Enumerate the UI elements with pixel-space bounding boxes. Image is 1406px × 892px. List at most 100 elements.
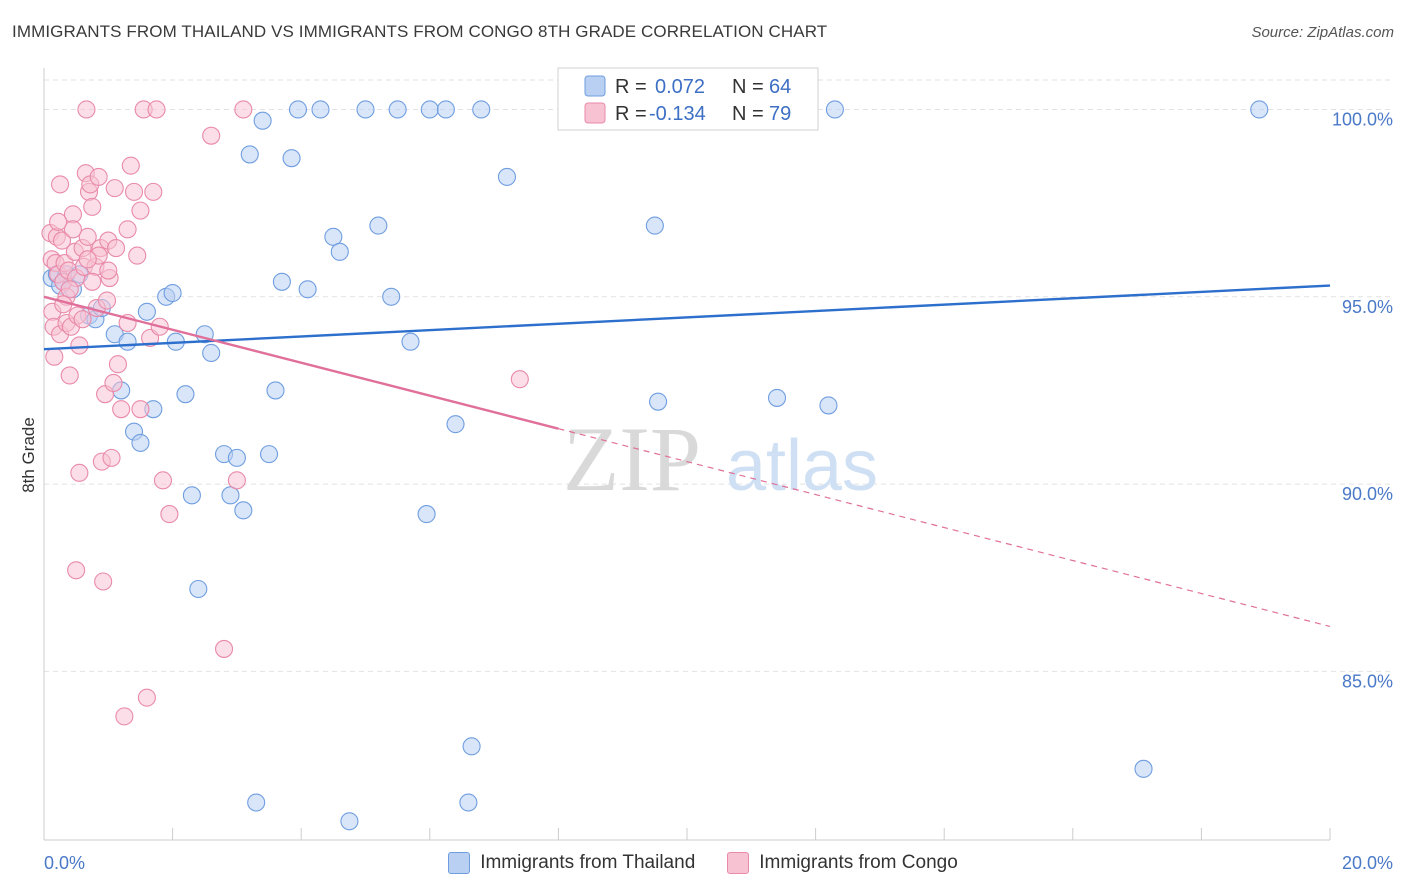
point-thailand: [645, 216, 664, 235]
point-thailand: [825, 100, 844, 119]
point-thailand: [459, 793, 478, 812]
point-thailand: [1134, 759, 1153, 778]
source-label: Source: ZipAtlas.com: [1251, 24, 1394, 41]
point-thailand: [272, 272, 291, 291]
point-congo: [118, 220, 137, 239]
point-congo: [78, 250, 97, 269]
legend-n-label-congo: N =: [732, 103, 764, 125]
congo-label: Immigrants from Congo: [759, 852, 958, 873]
point-congo: [115, 707, 134, 726]
point-thailand: [282, 149, 301, 168]
point-congo: [131, 201, 150, 220]
series-legend-congo[interactable]: Immigrants from Congo: [727, 852, 958, 874]
point-congo: [234, 100, 253, 119]
point-thailand: [401, 332, 420, 351]
point-congo: [102, 448, 121, 467]
point-thailand: [417, 505, 436, 524]
point-congo: [99, 261, 118, 280]
grid: [44, 79, 1390, 672]
point-thailand: [446, 415, 465, 434]
congo-swatch: [727, 852, 750, 874]
y-tick-labels: 85.0% 90.0% 95.0% 100.0%: [1332, 109, 1393, 691]
point-congo: [227, 471, 246, 490]
point-congo: [106, 239, 126, 258]
watermark: ZIP atlas: [563, 408, 878, 510]
point-congo: [108, 355, 127, 374]
y-tick-label: 95.0%: [1342, 297, 1393, 317]
point-thailand: [240, 145, 259, 164]
watermark-atlas: atlas: [726, 426, 878, 506]
point-thailand: [266, 381, 285, 400]
point-thailand: [649, 392, 668, 411]
point-thailand: [356, 100, 375, 119]
point-thailand: [324, 227, 343, 246]
point-thailand: [1250, 100, 1269, 119]
point-congo: [160, 505, 179, 524]
watermark-zip: ZIP: [563, 408, 701, 510]
point-thailand: [137, 302, 156, 321]
legend-n-label-thailand: N =: [732, 76, 764, 98]
point-thailand: [819, 396, 838, 415]
x-tick-labels: 0.0% 20.0%: [44, 853, 1393, 873]
legend-swatch-thailand: [584, 75, 606, 97]
legend-r-label-congo: R =: [615, 103, 647, 125]
point-congo: [52, 231, 72, 250]
point-congo: [214, 639, 234, 658]
point-thailand: [182, 486, 201, 505]
x-tick-label-max: 20.0%: [1342, 853, 1393, 873]
legend-n-value-congo: 79: [769, 103, 791, 125]
point-congo: [147, 100, 166, 119]
point-congo: [153, 471, 173, 490]
legend-swatch-congo: [584, 102, 606, 124]
point-congo: [131, 400, 150, 419]
chart-title: IMMIGRANTS FROM THAILAND VS IMMIGRANTS F…: [12, 22, 828, 41]
point-thailand: [131, 433, 150, 452]
legend-r-value-congo: -0.134: [649, 103, 706, 125]
series-legend: Immigrants from Thailand Immigrants from…: [0, 852, 1406, 874]
point-congo: [89, 167, 108, 186]
y-tick-label: 85.0%: [1342, 671, 1393, 691]
point-thailand: [176, 385, 195, 404]
trend-line-congo: [43, 295, 559, 430]
axes: [43, 68, 1331, 841]
point-thailand: [259, 445, 279, 464]
point-congo: [73, 310, 92, 329]
point-congo: [51, 175, 70, 194]
point-congo: [63, 220, 82, 239]
point-congo: [60, 280, 79, 299]
x-tick-label-min: 0.0%: [44, 853, 85, 873]
point-thailand: [298, 280, 317, 299]
point-thailand: [163, 283, 182, 303]
point-congo: [121, 156, 140, 175]
point-thailand: [253, 111, 272, 130]
thailand-swatch: [448, 852, 471, 874]
y-axis-title: 8th Grade: [19, 417, 38, 493]
point-thailand: [420, 100, 439, 119]
point-congo: [510, 370, 529, 389]
point-thailand: [189, 579, 208, 599]
point-thailand: [497, 167, 517, 186]
point-congo: [128, 246, 147, 265]
point-thailand: [234, 501, 253, 520]
y-tick-label: 90.0%: [1342, 484, 1393, 504]
point-thailand: [202, 343, 221, 363]
point-congo: [104, 373, 123, 392]
trend-line-congo-extrapolated: [558, 428, 1331, 628]
point-congo: [202, 126, 221, 145]
legend-r-label-thailand: R =: [615, 76, 647, 98]
point-thailand: [247, 793, 266, 812]
point-thailand: [767, 388, 787, 407]
thailand-label: Immigrants from Thailand: [480, 852, 696, 873]
series-legend-thailand[interactable]: Immigrants from Thailand: [448, 852, 695, 874]
point-congo: [78, 227, 97, 246]
data-points: [41, 100, 1269, 831]
point-congo: [45, 347, 64, 366]
point-congo: [97, 291, 117, 310]
point-congo: [77, 100, 96, 119]
point-congo: [60, 366, 79, 385]
point-thailand: [388, 100, 407, 119]
point-thailand: [340, 812, 359, 831]
point-congo: [105, 179, 124, 198]
point-thailand: [118, 332, 137, 351]
